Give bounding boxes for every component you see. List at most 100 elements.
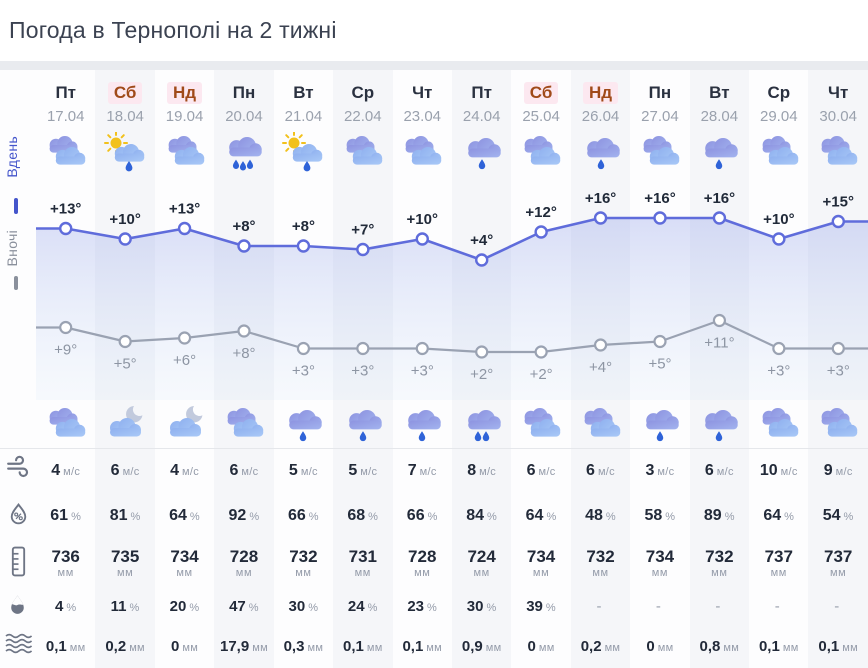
humidity-value: 64% — [763, 507, 795, 524]
pressure-value: 724 мм — [467, 546, 496, 579]
weather-icon-night-cloudy — [222, 400, 266, 448]
precip-amount-value: 0 мм — [527, 638, 555, 655]
humidity-value: 84% — [466, 507, 498, 524]
weather-icon-day-sun-rain — [281, 128, 325, 176]
weather-icon-night-moon-cloud — [163, 400, 207, 448]
weekday-label: Сб — [523, 70, 559, 104]
date-label: 29.04 — [760, 107, 798, 125]
date-label: 22.04 — [344, 107, 382, 125]
weekday-label: Пт — [471, 83, 492, 102]
precip-probability-value: - — [596, 598, 602, 615]
precip-probability-value: - — [655, 598, 661, 615]
pressure-value: 737 мм — [824, 546, 853, 579]
forecast-table: Вдень Вночі — [0, 70, 868, 668]
night-tab-indicator — [14, 276, 18, 290]
date-label: 20.04 — [225, 107, 263, 125]
row-legend-gutter: Вдень Вночі — [0, 70, 36, 668]
humidity-value: 54% — [822, 507, 854, 524]
wind-speed-value: 3 м/с — [645, 462, 675, 479]
precip-probability-value: - — [715, 598, 721, 615]
day-column[interactable]: Чт 23.04 7 м/с 66% 728 мм 23% 0,1 мм — [393, 70, 452, 668]
day-column[interactable]: Пт 24.04 8 м/с 84% 724 мм 30% 0,9 мм — [451, 70, 512, 668]
day-column[interactable]: Сб 25.04 6 м/с 64% 734 мм 39% 0 мм — [511, 70, 570, 668]
wind-speed-value: 6 м/с — [586, 462, 615, 479]
weekday-label: Чт — [828, 83, 849, 102]
waves-icon — [5, 633, 32, 654]
day-column[interactable]: Пт 17.04 4 м/с 61% 736 мм 4% 0,1 мм — [36, 70, 95, 668]
pressure-value: 734 мм — [645, 546, 675, 579]
day-column[interactable]: Пн 20.04 6 м/с 92% 728 мм 47% 17,9 мм — [214, 70, 274, 668]
night-view-tab[interactable]: Вночі — [4, 230, 20, 267]
precip-amount-value: 0,9 мм — [461, 638, 502, 655]
title-bar: Погода в Тернополі на 2 тижні — [0, 0, 868, 61]
weekday-label: Пн — [648, 83, 672, 102]
weekday-label: Вт — [709, 83, 730, 102]
section-divider — [0, 448, 868, 449]
precip-probability-value: 30% — [466, 598, 497, 615]
precip-amount-value: 0,3 мм — [283, 638, 324, 655]
barometer-ruler-icon — [11, 546, 26, 577]
precip-amount-value: 17,9 мм — [220, 638, 268, 655]
weather-icon-night-rain-1 — [341, 400, 385, 448]
weather-icon-night-cloudy — [816, 400, 860, 448]
wind-speed-value: 8 м/с — [467, 462, 497, 479]
wind-speed-value: 4 м/с — [51, 462, 81, 479]
weekday-label: Пт — [55, 83, 76, 102]
day-column[interactable]: Нд 26.04 6 м/с 48% 732 мм - 0,2 мм — [570, 70, 631, 668]
raindrop-icon — [11, 595, 24, 614]
wind-speed-value: 7 м/с — [407, 462, 437, 479]
humidity-drop-icon — [10, 502, 27, 525]
weather-icon-day-rain-1 — [579, 128, 623, 176]
day-column[interactable]: Нд 19.04 4 м/с 64% 734 мм 20% 0 мм — [155, 70, 214, 668]
header-divider — [0, 61, 868, 70]
wind-speed-value: 5 м/с — [348, 462, 378, 479]
weekday-label: Ср — [767, 83, 791, 102]
humidity-value: 58% — [644, 507, 676, 524]
weather-icon-day-cloudy — [163, 128, 207, 176]
pressure-value: 731 мм — [348, 546, 377, 579]
day-column[interactable]: Ср 22.04 5 м/с 68% 731 мм 24% 0,1 мм — [333, 70, 393, 668]
weather-icon-day-cloudy — [638, 128, 682, 176]
weekday-label: Чт — [412, 83, 433, 102]
wind-speed-value: 6 м/с — [526, 462, 556, 479]
precip-amount-value: 0,1 мм — [758, 638, 799, 655]
precip-probability-value: 24% — [347, 598, 378, 615]
weather-icon-day-rain-1 — [697, 128, 741, 176]
day-view-tab[interactable]: Вдень — [4, 136, 20, 178]
weekday-label: Пн — [232, 83, 256, 102]
wind-speed-value: 10 м/с — [759, 462, 798, 479]
date-label: 26.04 — [581, 107, 620, 125]
humidity-value: 48% — [585, 507, 616, 524]
weather-icon-night-rain-1 — [697, 400, 741, 448]
pressure-value: 737 мм — [764, 546, 793, 579]
weather-icon-day-cloudy — [757, 128, 801, 176]
day-column[interactable]: Сб 18.04 6 м/с 81% 735 мм 11% 0,2 мм — [95, 70, 155, 668]
pressure-value: 736 мм — [51, 546, 80, 579]
weather-icon-day-cloudy — [519, 128, 563, 176]
day-column[interactable]: Вт 28.04 6 м/с 89% 732 мм - 0,8 мм — [689, 70, 750, 668]
pressure-value: 732 мм — [289, 546, 318, 579]
humidity-value: 92% — [228, 507, 260, 524]
precip-probability-value: 30% — [288, 598, 319, 615]
precip-amount-value: 0,2 мм — [580, 638, 621, 655]
day-column[interactable]: Пн 27.04 3 м/с 58% 734 мм - 0 мм — [630, 70, 689, 668]
weather-icon-night-rain-1 — [400, 400, 444, 448]
pressure-value: 732 мм — [705, 546, 734, 579]
weather-icon-night-moon-cloud — [103, 400, 147, 448]
day-column[interactable]: Чт 30.04 9 м/с 54% 737 мм - 0,1 мм — [808, 70, 868, 668]
wind-icon — [7, 455, 29, 478]
wind-speed-value: 4 м/с — [170, 462, 200, 479]
humidity-value: 64% — [525, 507, 557, 524]
precip-amount-value: 0,2 мм — [105, 638, 145, 655]
date-label: 19.04 — [165, 107, 204, 125]
wind-speed-value: 5 м/с — [288, 462, 318, 479]
day-column[interactable]: Вт 21.04 5 м/с 66% 732 мм 30% 0,3 мм — [274, 70, 333, 668]
pressure-value: 732 мм — [586, 546, 615, 579]
weekday-label: Нд — [167, 70, 203, 104]
weather-icon-night-rain-2 — [460, 400, 504, 448]
weekday-label: Сб — [107, 70, 143, 104]
precip-probability-value: 39% — [526, 598, 556, 615]
day-column[interactable]: Ср 29.04 10 м/с 64% 737 мм - 0,1 мм — [749, 70, 808, 668]
weather-icon-night-rain-1 — [638, 400, 682, 448]
precip-probability-value: 47% — [229, 598, 259, 615]
